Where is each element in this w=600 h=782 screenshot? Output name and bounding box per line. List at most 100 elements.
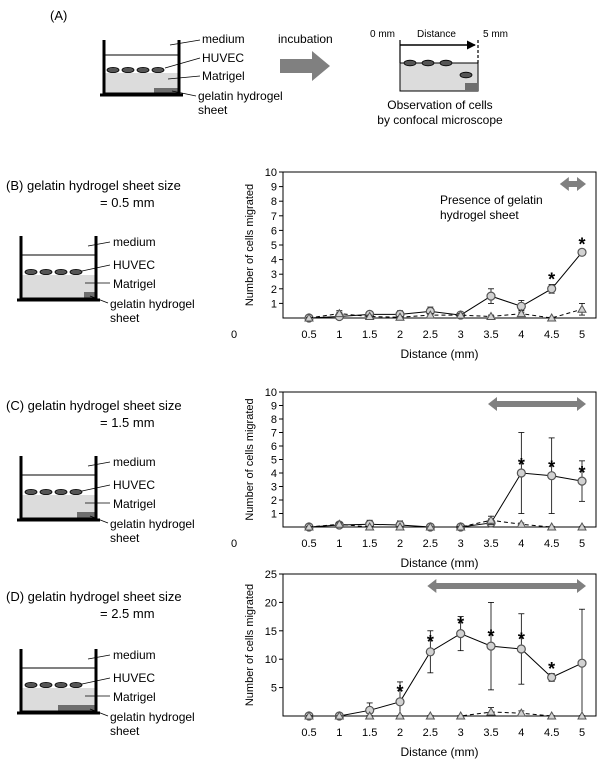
data-point-sheet xyxy=(577,476,587,486)
incubation-label: incubation xyxy=(278,32,333,46)
x-tick-label: 2 xyxy=(397,727,403,739)
x-tick-label: 2.5 xyxy=(423,727,438,739)
incubation-arrow-icon xyxy=(280,51,330,81)
presence-double-arrow-icon xyxy=(427,579,586,593)
series-line-sheet xyxy=(308,251,583,319)
y-axis-label: Number of cells migrated xyxy=(244,584,256,706)
panel-a-well: medium HUVEC Matrigel gelatin hydrogel s… xyxy=(100,32,283,117)
label-huvec: HUVEC xyxy=(113,478,155,492)
y-tick-label: 10 xyxy=(265,387,277,399)
data-point-sheet xyxy=(577,658,587,668)
y-tick-label: 3 xyxy=(271,482,277,494)
y-tick-label: 2 xyxy=(271,284,277,296)
data-point-sheet xyxy=(547,471,557,481)
presence-double-arrow-icon xyxy=(559,177,586,191)
data-point-control xyxy=(455,310,466,319)
x-tick-label: 1.5 xyxy=(362,329,377,341)
data-point-control xyxy=(425,521,436,531)
x-tick-label: 5 xyxy=(579,329,585,341)
panel-b-title-1: (B) gelatin hydrogel sheet size xyxy=(6,178,181,193)
panel-b-annotation-2: hydrogel sheet xyxy=(440,208,519,222)
data-point-control xyxy=(516,708,527,717)
x-tick-label: 5 xyxy=(579,727,585,739)
panel-d-title-1: (D) gelatin hydrogel sheet size xyxy=(6,589,182,604)
data-point-control xyxy=(516,519,527,528)
data-point-control xyxy=(395,710,405,720)
data-point-control xyxy=(486,707,496,716)
data-point-sheet xyxy=(516,468,526,478)
x-tick-label: 3 xyxy=(458,727,464,739)
data-point-control xyxy=(364,710,375,720)
significance-star: * xyxy=(578,463,585,483)
x-tick-label: 2 xyxy=(397,329,403,341)
significance-star: * xyxy=(518,455,525,475)
series-line-control xyxy=(309,711,582,717)
data-point-control xyxy=(425,310,436,319)
gelatin-sheet xyxy=(154,88,179,94)
plot-frame xyxy=(282,573,597,717)
data-point-control xyxy=(304,312,314,322)
data-point-control xyxy=(364,311,375,321)
label-huvec: HUVEC xyxy=(113,671,155,685)
significance-star: * xyxy=(487,626,494,646)
x-tick-label: 5 xyxy=(579,538,585,550)
panel-c: (C) gelatin hydrogel sheet size = 1.5 mm… xyxy=(6,387,597,570)
y-tick-label: 9 xyxy=(271,401,277,413)
x-tick-label: 0.5 xyxy=(301,538,316,550)
panel-b-title-2: = 0.5 mm xyxy=(100,195,155,210)
label-sheet-2: sheet xyxy=(198,103,228,117)
data-point-control xyxy=(395,521,405,531)
x-tick-label: 1.5 xyxy=(362,538,377,550)
significance-star: * xyxy=(548,270,555,290)
data-point-sheet xyxy=(456,629,466,639)
label-matrigel: Matrigel xyxy=(113,497,156,511)
data-point-sheet xyxy=(516,644,526,654)
panel-a: (A) medium HUVEC Matrigel gelatin hydrog… xyxy=(50,8,508,127)
data-point-control xyxy=(455,521,466,531)
y-tick-label: 10 xyxy=(265,167,277,179)
y-tick-label: 25 xyxy=(265,569,277,581)
data-point-sheet xyxy=(547,672,557,682)
zero-label: 0 xyxy=(231,538,237,550)
label-huvec: HUVEC xyxy=(113,258,155,272)
x-tick-label: 1 xyxy=(336,329,342,341)
panel-d-title-2: = 2.5 mm xyxy=(100,606,155,621)
data-point-control xyxy=(334,308,345,318)
y-tick-label: 5 xyxy=(271,683,277,695)
y-tick-label: 5 xyxy=(271,240,277,252)
x-tick-label: 4 xyxy=(518,329,524,341)
data-point-control xyxy=(516,308,527,318)
label-sheet-1: gelatin hydrogel xyxy=(110,297,195,311)
data-point-control xyxy=(334,519,345,528)
label-matrigel: Matrigel xyxy=(113,690,156,704)
x-tick-label: 3.5 xyxy=(483,727,498,739)
x-tick-label: 1 xyxy=(336,538,342,550)
significance-star: * xyxy=(548,458,555,478)
panel-c-title-1: (C) gelatin hydrogel sheet size xyxy=(6,398,182,413)
label-medium: medium xyxy=(113,455,156,469)
y-tick-label: 15 xyxy=(265,626,277,638)
y-tick-label: 8 xyxy=(271,414,277,426)
observation-diagram: 0 mm Distance 5 mm Observation of cells … xyxy=(370,29,508,127)
x-axis-label: Distance (mm) xyxy=(400,745,478,759)
data-point-control xyxy=(486,515,496,524)
y-tick-label: 5 xyxy=(271,455,277,467)
y-tick-label: 3 xyxy=(271,269,277,281)
data-point-control xyxy=(304,521,314,531)
panel-d: (D) gelatin hydrogel sheet size = 2.5 mm… xyxy=(6,569,597,759)
label-sheet-2: sheet xyxy=(110,531,140,545)
series-line-control xyxy=(308,308,583,319)
y-tick-label: 9 xyxy=(271,182,277,194)
x-tick-label: 4 xyxy=(518,727,524,739)
x-axis-label: Distance (mm) xyxy=(400,347,478,361)
series-line-sheet xyxy=(308,472,583,528)
significance-star: * xyxy=(518,629,525,649)
label-medium: medium xyxy=(113,648,156,662)
label-medium: medium xyxy=(113,235,156,249)
label-sheet-2: sheet xyxy=(110,311,140,325)
y-tick-label: 6 xyxy=(271,441,277,453)
x-tick-label: 2.5 xyxy=(423,538,438,550)
zero-label: 0 xyxy=(231,329,237,341)
data-point-control xyxy=(577,710,587,720)
x-axis-label: Distance (mm) xyxy=(400,556,478,570)
